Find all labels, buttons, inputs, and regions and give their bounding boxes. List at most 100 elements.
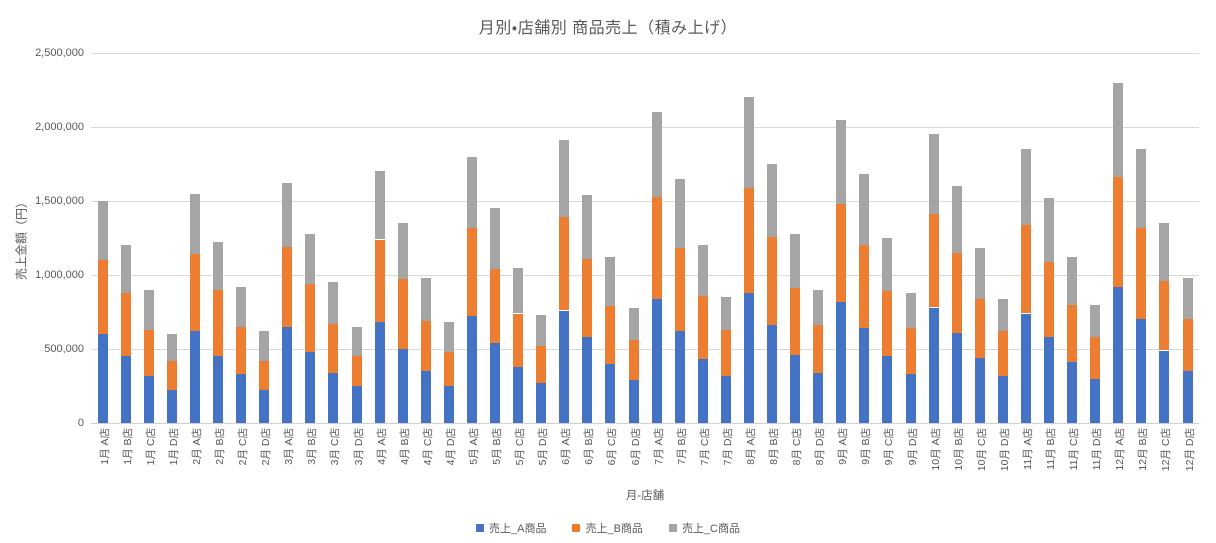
legend-swatch-icon (572, 524, 581, 532)
bar-segment-series-3 (1113, 82, 1124, 178)
bar-segment-series-3 (351, 326, 362, 357)
x-tick-label: 1月 A店 (98, 428, 111, 465)
bar-segment-series-2 (213, 289, 223, 357)
bar-segment-series-1 (928, 307, 939, 423)
bar-segment-series-2 (582, 258, 593, 338)
legend-label: 売上_B商品 (585, 523, 643, 535)
bar-segment-series-1 (1020, 313, 1031, 423)
x-tick-label: 12月 B店 (1137, 428, 1150, 471)
bar-segment-series-2 (536, 346, 547, 383)
legend-swatch-icon (476, 524, 484, 532)
bar-segment-series-2 (443, 352, 454, 386)
bar-segment-series-3 (259, 331, 270, 361)
bar-segment-series-1 (143, 375, 154, 423)
bar-segment-series-1 (882, 356, 893, 423)
bar-segment-series-3 (236, 286, 246, 327)
gridline (91, 349, 1199, 350)
bar-segment-series-1 (1044, 337, 1054, 423)
x-tick-label: 10月 D店 (998, 428, 1011, 472)
bar-segment-series-1 (836, 301, 847, 423)
bar-segment-series-3 (443, 322, 454, 352)
x-tick-label: 8月 C店 (791, 428, 803, 466)
bar-segment-series-2 (1182, 319, 1193, 372)
bar-segment-series-1 (1067, 362, 1077, 423)
x-tick-label: 3月 A店 (283, 428, 296, 465)
bar-segment-series-2 (697, 295, 708, 360)
x-tick-label: 9月 B店 (860, 428, 873, 465)
bar-segment-series-2 (490, 269, 500, 344)
legend-label: 売上_C商品 (681, 523, 740, 535)
bar-segment-series-3 (213, 242, 223, 290)
bar-segment-series-3 (1136, 149, 1147, 228)
bar-segment-series-2 (1136, 227, 1147, 320)
bar-segment-series-1 (120, 356, 131, 423)
bar-segment-series-1 (213, 356, 223, 423)
y-tick-label: 1,500,000 (35, 194, 84, 207)
x-tick-label: 10月 A店 (929, 428, 942, 471)
bar-segment-series-2 (743, 187, 754, 293)
bar-segment-series-1 (605, 363, 616, 423)
x-tick-label: 7月 C店 (698, 428, 711, 466)
bar-segment-series-3 (720, 297, 731, 330)
x-tick-label: 7月 B店 (675, 428, 688, 465)
x-tick-label: 12月 A店 (1114, 428, 1127, 471)
bar-segment-series-2 (628, 340, 639, 381)
bar-segment-series-2 (143, 329, 154, 376)
x-tick-label: 4月 C店 (421, 428, 434, 466)
bar-segment-series-1 (1090, 378, 1101, 423)
bar-segment-series-1 (97, 334, 108, 423)
bar-segment-series-2 (1067, 304, 1077, 363)
bar-segment-series-2 (397, 279, 408, 349)
bar-segment-series-1 (674, 331, 685, 423)
bar-segment-series-2 (836, 204, 847, 302)
y-tick-label: 2,000,000 (35, 120, 84, 133)
x-tick-label: 5月 C店 (514, 428, 526, 466)
x-tick-label: 2月 D店 (260, 428, 273, 466)
bar-segment-series-1 (1182, 371, 1193, 423)
bar-segment-series-3 (997, 298, 1008, 332)
bar-segment-series-1 (374, 322, 385, 423)
bar-segment-series-3 (120, 245, 131, 293)
legend-item-series-1: 売上_A商品 (476, 520, 546, 536)
legend-item-series-3: 売上_C商品 (668, 520, 740, 536)
bar-segment-series-2 (859, 245, 870, 329)
chart-title: 月別・店舗別 商品売上（積み上げ） (478, 20, 738, 37)
bar-segment-series-3 (882, 238, 893, 292)
x-tick-label: 10月 B店 (952, 428, 965, 471)
bar-segment-series-3 (790, 233, 800, 289)
bar-segment-series-2 (605, 306, 616, 364)
bar-segment-series-3 (767, 164, 777, 237)
bar-segment-series-3 (1020, 149, 1031, 225)
y-tick-label: 0 (77, 416, 84, 429)
bar-segment-series-2 (1113, 177, 1124, 287)
bar-segment-series-2 (305, 283, 316, 352)
bar-segment-series-3 (143, 289, 154, 330)
x-tick-label: 7月 A店 (652, 428, 665, 465)
bar-segment-series-3 (466, 156, 477, 228)
bar-segment-series-2 (559, 217, 570, 311)
x-tick-label: 9月 A店 (837, 428, 850, 465)
bar-segment-series-2 (420, 320, 431, 372)
y-tick-label: 500,000 (44, 342, 84, 355)
bar-segment-series-2 (259, 360, 270, 391)
x-tick-label: 12月 D店 (1183, 428, 1196, 472)
bar-segment-series-1 (1159, 350, 1170, 423)
bar-segment-series-1 (1136, 319, 1147, 423)
x-tick-label: 8月 A店 (744, 428, 757, 465)
bar-segment-series-2 (651, 196, 662, 299)
bar-segment-series-3 (674, 178, 685, 249)
bar-segment-series-1 (767, 325, 777, 423)
bar-segment-series-3 (536, 315, 547, 347)
y-tick-label: 2,500,000 (35, 46, 84, 59)
bar-segment-series-1 (420, 371, 431, 423)
x-tick-label: 3月 B店 (306, 428, 319, 465)
bar-segment-series-2 (374, 239, 385, 323)
bar-segment-series-3 (97, 201, 108, 261)
bar-segment-series-1 (466, 316, 477, 423)
bar-segment-series-2 (882, 291, 893, 357)
bar-segment-series-3 (582, 195, 593, 259)
gridline (91, 127, 1199, 128)
bar-segment-series-3 (1067, 257, 1077, 305)
bar-segment-series-1 (443, 386, 454, 423)
bar-segment-series-3 (743, 97, 754, 188)
